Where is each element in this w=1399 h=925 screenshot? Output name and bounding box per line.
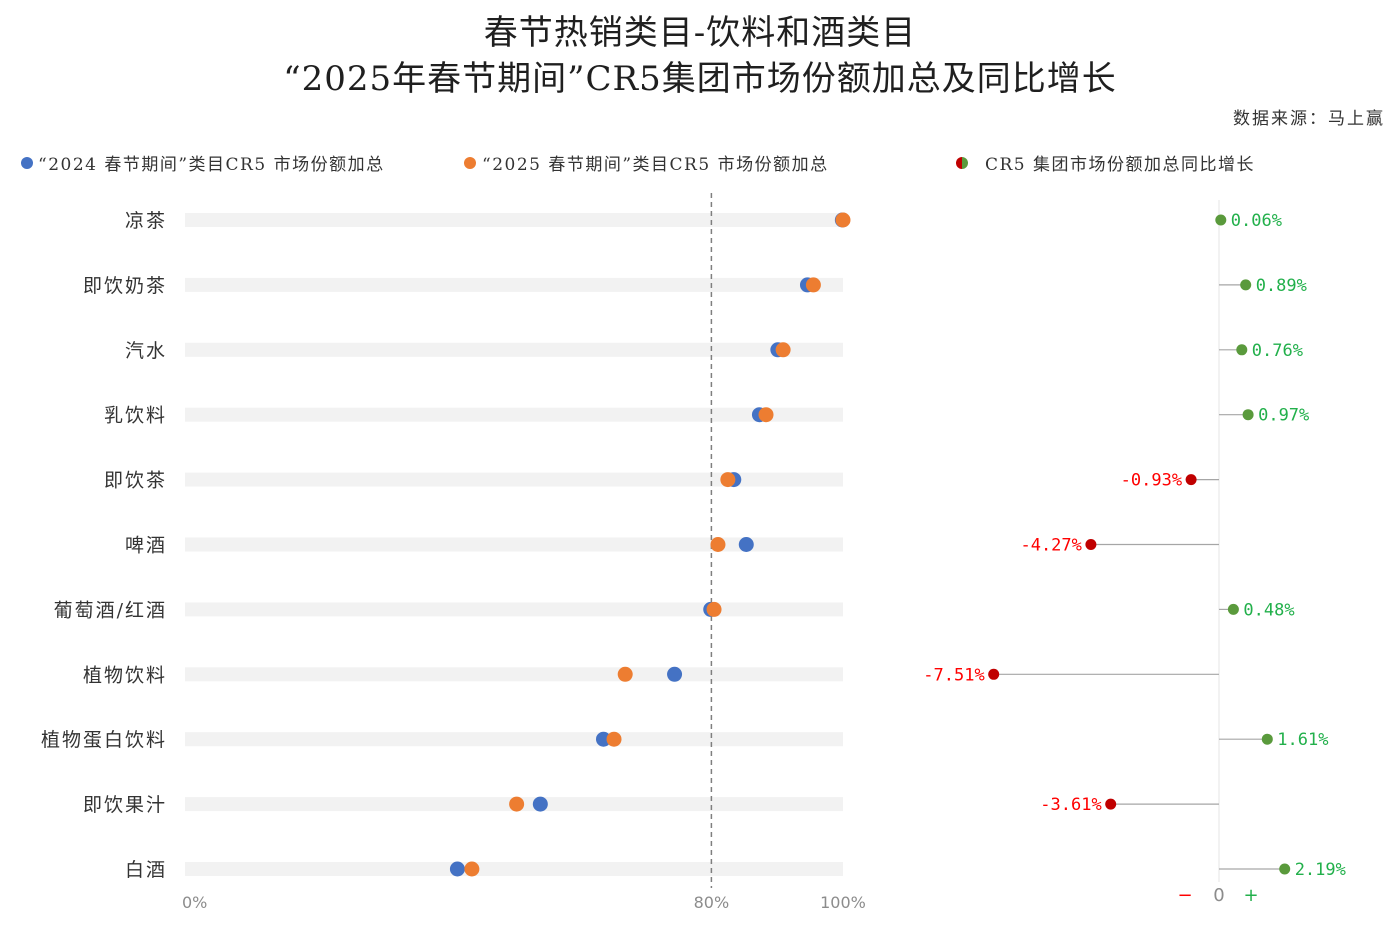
- category-label: 即饮茶: [104, 470, 167, 492]
- legend-swatch-2024: [21, 157, 33, 169]
- dot-2025: [617, 666, 633, 682]
- row-track: [185, 732, 843, 747]
- row-track: [185, 862, 843, 876]
- category-label: 植物蛋白饮料: [41, 729, 167, 751]
- data-source: 数据来源：马上赢: [1233, 109, 1385, 129]
- legend-label-2024: “2024 春节期间”类目CR5 市场份额加总: [38, 155, 385, 175]
- growth-dot: [1279, 863, 1291, 875]
- growth-panel: 0.06% 0.89% 0.76% 0.97% -0.93% -4.27% 0.48% -7.…: [923, 200, 1346, 906]
- growth-value-label: 0.89%: [1256, 276, 1307, 296]
- growth-axis-zero: 0: [1213, 885, 1224, 906]
- growth-dot: [1085, 539, 1097, 550]
- legend-swatch-growth-negative: [956, 157, 962, 169]
- x-tick-label: 80%: [694, 893, 730, 912]
- dot-2024: [532, 796, 548, 812]
- dot-2025: [758, 407, 774, 423]
- growth-value-label: 2.19%: [1295, 860, 1346, 880]
- row-track: [185, 537, 843, 552]
- row-track: [185, 213, 843, 227]
- dot-2025: [805, 277, 821, 293]
- growth-value-label: -7.51%: [923, 665, 984, 685]
- category-label: 葡萄酒/红酒: [54, 599, 167, 621]
- row-track: [185, 407, 843, 422]
- growth-value-label: 1.61%: [1277, 730, 1328, 750]
- dot-2025: [464, 861, 480, 877]
- legend-label-2025: “2025 春节期间”类目CR5 市场份额加总: [482, 155, 829, 175]
- category-label: 即饮奶茶: [83, 275, 167, 297]
- growth-dot: [1105, 798, 1117, 810]
- dot-2025: [835, 212, 851, 228]
- legend-item-2024: “2024 春节期间”类目CR5 市场份额加总: [21, 155, 385, 175]
- growth-dot: [1242, 409, 1254, 421]
- x-axis-ticks: 0% 80% 100%: [182, 893, 866, 912]
- x-tick-label: 0%: [182, 893, 207, 912]
- dot-2025: [775, 342, 791, 358]
- growth-axis-minus: −: [1177, 885, 1192, 906]
- dot-2025: [509, 796, 525, 812]
- dot-2025: [720, 472, 736, 488]
- growth-dot: [1227, 603, 1239, 615]
- legend-label-growth: CR5 集团市场份额加总同比增长: [985, 155, 1255, 175]
- chart-title: 春节热销类目-饮料和酒类目: [484, 13, 917, 53]
- growth-value-label: 0.06%: [1231, 211, 1282, 231]
- growth-dot: [988, 668, 1000, 680]
- legend-swatch-2025: [464, 157, 476, 169]
- category-label: 即饮果汁: [83, 794, 167, 816]
- legend: “2024 春节期间”类目CR5 市场份额加总 “2025 春节期间”类目CR5…: [21, 155, 1255, 175]
- dot-2024: [667, 666, 683, 682]
- growth-dot: [1215, 214, 1227, 226]
- legend-item-growth: CR5 集团市场份额加总同比增长: [956, 155, 1255, 175]
- dot-2024: [738, 537, 754, 552]
- row-track: [185, 277, 843, 292]
- growth-value-label: 0.76%: [1252, 341, 1303, 361]
- growth-dot: [1236, 344, 1248, 356]
- category-label: 白酒: [125, 859, 167, 881]
- growth-value-label: -4.27%: [1020, 536, 1081, 556]
- legend-swatch-growth-positive: [962, 157, 968, 169]
- dot-2024: [449, 861, 465, 877]
- row-track: [185, 602, 843, 617]
- row-track: [185, 472, 843, 487]
- growth-value-label: 0.97%: [1258, 406, 1309, 426]
- dumbbell-dots: [449, 212, 851, 877]
- growth-value-label: 0.48%: [1243, 600, 1294, 620]
- category-label: 植物饮料: [83, 664, 167, 686]
- dot-2025: [706, 601, 722, 617]
- category-label: 乳饮料: [104, 405, 167, 427]
- growth-dot: [1240, 279, 1252, 291]
- chart-subtitle: “2025年春节期间”CR5集团市场份额加总及同比增长: [283, 59, 1117, 99]
- growth-axis-plus: +: [1243, 885, 1258, 906]
- growth-value-label: -3.61%: [1040, 795, 1101, 815]
- legend-item-2025: “2025 春节期间”类目CR5 市场份额加总: [464, 155, 829, 175]
- growth-dot: [1185, 474, 1197, 486]
- dot-2025: [606, 731, 622, 747]
- row-track: [185, 667, 843, 682]
- dot-2025: [710, 537, 726, 552]
- growth-dot: [1261, 733, 1273, 745]
- growth-value-label: -0.93%: [1121, 471, 1182, 491]
- x-tick-label: 100%: [820, 893, 866, 912]
- category-label: 汽水: [125, 340, 167, 362]
- category-label: 啤酒: [125, 535, 167, 557]
- row-track: [185, 342, 843, 357]
- dot-2024: [595, 731, 611, 747]
- category-label: 凉茶: [125, 210, 167, 232]
